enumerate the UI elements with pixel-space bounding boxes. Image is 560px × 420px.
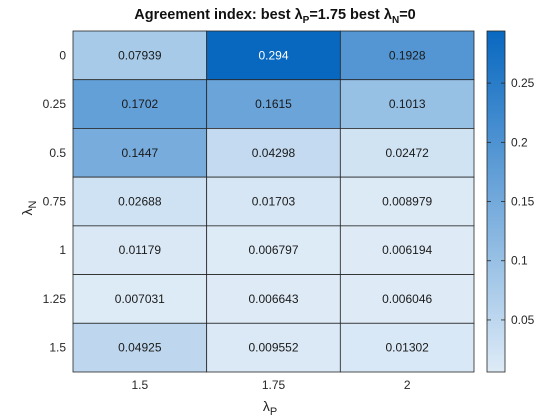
heatmap-cell [339, 225, 475, 275]
cell-value-label: 0.006194 [382, 243, 432, 257]
cell-value-label: 0.02472 [385, 146, 429, 160]
title-n-value: =0 [399, 7, 416, 23]
x-axis-label: λP [263, 398, 277, 418]
heatmap-cell [206, 128, 341, 178]
colorbar-tick-label: 0.05 [511, 313, 535, 327]
heatmap-cell [72, 274, 208, 324]
y-tick-label: 1.25 [43, 292, 67, 306]
cell-value-label: 0.1702 [121, 97, 158, 111]
cell-value-label: 0.04925 [118, 341, 162, 355]
title-n-symbol: λ [384, 7, 392, 23]
y-tick-label: 0.25 [43, 97, 67, 111]
y-tick-label: 0 [59, 48, 66, 62]
cell-value-label: 0.02688 [118, 195, 162, 209]
x-tick-label: 1.5 [131, 378, 148, 392]
colorbar-tick-label: 0.1 [511, 254, 528, 268]
x-tick-label: 2 [404, 378, 411, 392]
y-axis-label: λN [19, 200, 39, 215]
x-axis-sub: P [270, 406, 277, 418]
heatmap-cell [72, 176, 208, 227]
y-axis-sub: N [27, 200, 39, 208]
heatmap-cells: 0.07939 0.294 0.1928 0.1702 0.1615 0.1013 0.14… [72, 30, 475, 373]
y-tick-label: 0.5 [49, 146, 66, 160]
heatmap-cell [72, 322, 208, 373]
cell-value-label: 0.006797 [248, 243, 298, 257]
colorbar-tick-label: 0.15 [511, 195, 535, 209]
chart-title: Agreement index: best λP=1.75 best λN=0 [134, 7, 416, 26]
cell-value-label: 0.1013 [389, 97, 426, 111]
title-prefix: Agreement index: best [134, 7, 294, 23]
cell-value-label: 0.01703 [252, 195, 296, 209]
cell-value-label: 0.1615 [255, 97, 292, 111]
cell-value-label: 0.007031 [115, 292, 165, 306]
y-tick-label: 1.5 [49, 341, 66, 355]
x-tick-labels: 1.5 1.75 2 [131, 378, 410, 392]
colorbar-tick-label: 0.2 [511, 135, 528, 149]
title-n-sub: N [392, 15, 399, 26]
heatmap-cell [206, 274, 341, 324]
cell-value-label: 0.1928 [389, 48, 426, 62]
heatmap-cell [339, 274, 475, 324]
heatmap-cell [206, 176, 341, 227]
cell-value-label: 0.006046 [382, 292, 432, 306]
cell-value-label: 0.07939 [118, 48, 162, 62]
title-p-value: =1.75 best [309, 7, 384, 23]
heatmap-cell [339, 176, 475, 227]
heatmap-cell [339, 128, 475, 178]
colorbar-ticks: 0.05 0.1 0.15 0.2 0.25 [487, 76, 535, 327]
cell-value-label: 0.01179 [119, 243, 162, 257]
cell-value-label: 0.1447 [121, 146, 158, 160]
heatmap-cell [206, 322, 341, 373]
cell-value-label: 0.008979 [382, 195, 432, 209]
cell-value-label: 0.006643 [248, 292, 298, 306]
x-axis-symbol: λ [263, 398, 270, 414]
y-tick-label: 0.75 [43, 195, 67, 209]
cell-value-label: 0.294 [258, 48, 288, 62]
x-tick-label: 1.75 [262, 378, 286, 392]
cell-value-label: 0.009552 [248, 341, 298, 355]
y-axis-symbol: λ [19, 208, 35, 215]
title-p-sub: P [303, 15, 310, 26]
colorbar-tick-label: 0.25 [511, 76, 535, 90]
heatmap-cell [339, 30, 475, 81]
heatmap-cell [72, 225, 208, 275]
y-tick-label: 1 [59, 243, 66, 257]
cell-value-label: 0.04298 [252, 146, 296, 160]
y-tick-labels: 0 0.25 0.5 0.75 1 1.25 1.5 [43, 48, 67, 354]
cell-value-label: 0.01302 [385, 341, 429, 355]
heatmap-cell [339, 322, 475, 373]
title-p-symbol: λ [295, 7, 303, 23]
heatmap-cell [206, 30, 341, 81]
